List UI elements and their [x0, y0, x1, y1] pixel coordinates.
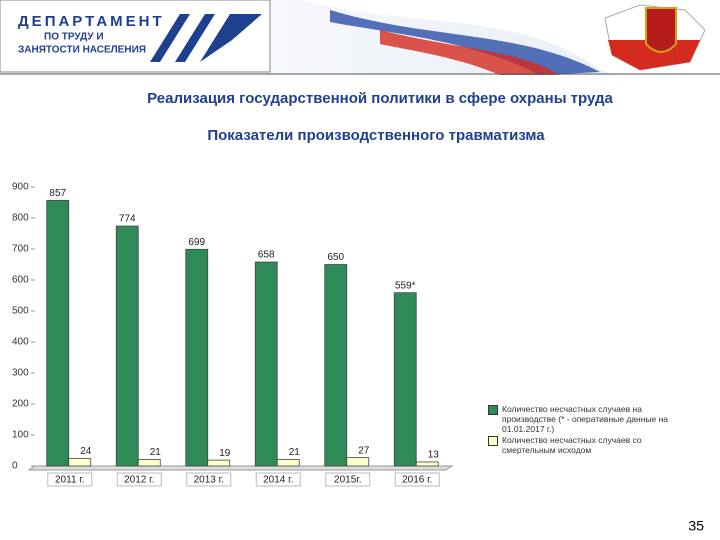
data-label: 774: [119, 214, 136, 225]
y-tick-label: 100: [12, 430, 29, 441]
data-label: 559*: [395, 280, 416, 291]
data-label: 650: [327, 252, 344, 263]
legend-label: Количество несчастных случаев со смертел…: [502, 435, 642, 455]
bar: [68, 458, 92, 467]
bar: [207, 459, 231, 467]
legend-label: Количество несчастных случаев на произво…: [502, 404, 669, 434]
slide-title: Реализация государственной политики в сф…: [147, 90, 613, 107]
data-label: 24: [80, 446, 92, 457]
header-line: ДЕПАРТАМЕНТ: [18, 13, 165, 30]
y-tick-label: 200: [12, 399, 29, 410]
category-box: [186, 472, 232, 487]
bar: [115, 225, 139, 467]
floor: [27, 465, 454, 471]
data-label: 857: [49, 188, 66, 199]
map-red: [608, 40, 700, 70]
category-box: [116, 472, 162, 487]
x-tick-label: 2011 г.: [55, 475, 85, 486]
category-box: [394, 472, 440, 487]
y-tick-label: 400: [12, 337, 29, 348]
legend-item: Количество несчастных случаев со смертел…: [488, 435, 688, 455]
x-tick-label: 2014 г.: [263, 475, 293, 486]
bar: [324, 264, 348, 467]
flag-blue: [330, 10, 600, 75]
bar: [415, 461, 439, 467]
bar: [137, 459, 161, 467]
legend-item: Количество несчастных случаев на произво…: [488, 404, 688, 434]
data-label: 658: [258, 250, 275, 261]
legend: Количество несчастных случаев на произво…: [488, 404, 688, 456]
header-line: ЗАНЯТОСТИ НАСЕЛЕНИЯ: [18, 45, 146, 56]
y-tick-label: 600: [12, 275, 29, 286]
y-tick-label: 700: [12, 244, 29, 255]
data-label: 21: [289, 447, 301, 458]
y-tick-label: 800: [12, 213, 29, 224]
bar: [276, 459, 300, 467]
data-label: 13: [428, 450, 440, 461]
coat-of-arms: [645, 7, 677, 53]
bar: [46, 199, 70, 467]
data-label: 699: [188, 237, 205, 248]
y-tick-label: 300: [12, 368, 29, 379]
y-tick-label: 0: [12, 461, 18, 472]
bar: [346, 457, 370, 467]
legend-swatch: [488, 405, 498, 415]
header-line: ПО ТРУДУ И: [44, 32, 104, 43]
x-tick-label: 2012 г.: [124, 475, 154, 486]
y-tick-label: 500: [12, 306, 29, 317]
bar: [254, 261, 278, 467]
page-number: 35: [688, 518, 704, 534]
legend-swatch: [488, 436, 498, 446]
x-tick-label: 2015г.: [334, 475, 361, 486]
bar: [185, 248, 209, 467]
category-box: [325, 472, 371, 487]
slide-subtitle: Показатели производственного травматизма: [207, 127, 545, 144]
data-label: 21: [150, 447, 162, 458]
y-tick-label: 900: [12, 182, 29, 193]
bar: [393, 292, 417, 467]
logo-stripes: [150, 14, 262, 62]
x-tick-label: 2013 г.: [194, 475, 224, 486]
data-label: 19: [219, 448, 231, 459]
category-box: [47, 472, 93, 487]
flag-red: [380, 30, 560, 75]
data-label: 27: [358, 445, 370, 456]
x-tick-label: 2016 г.: [402, 475, 432, 486]
category-box: [255, 472, 301, 487]
